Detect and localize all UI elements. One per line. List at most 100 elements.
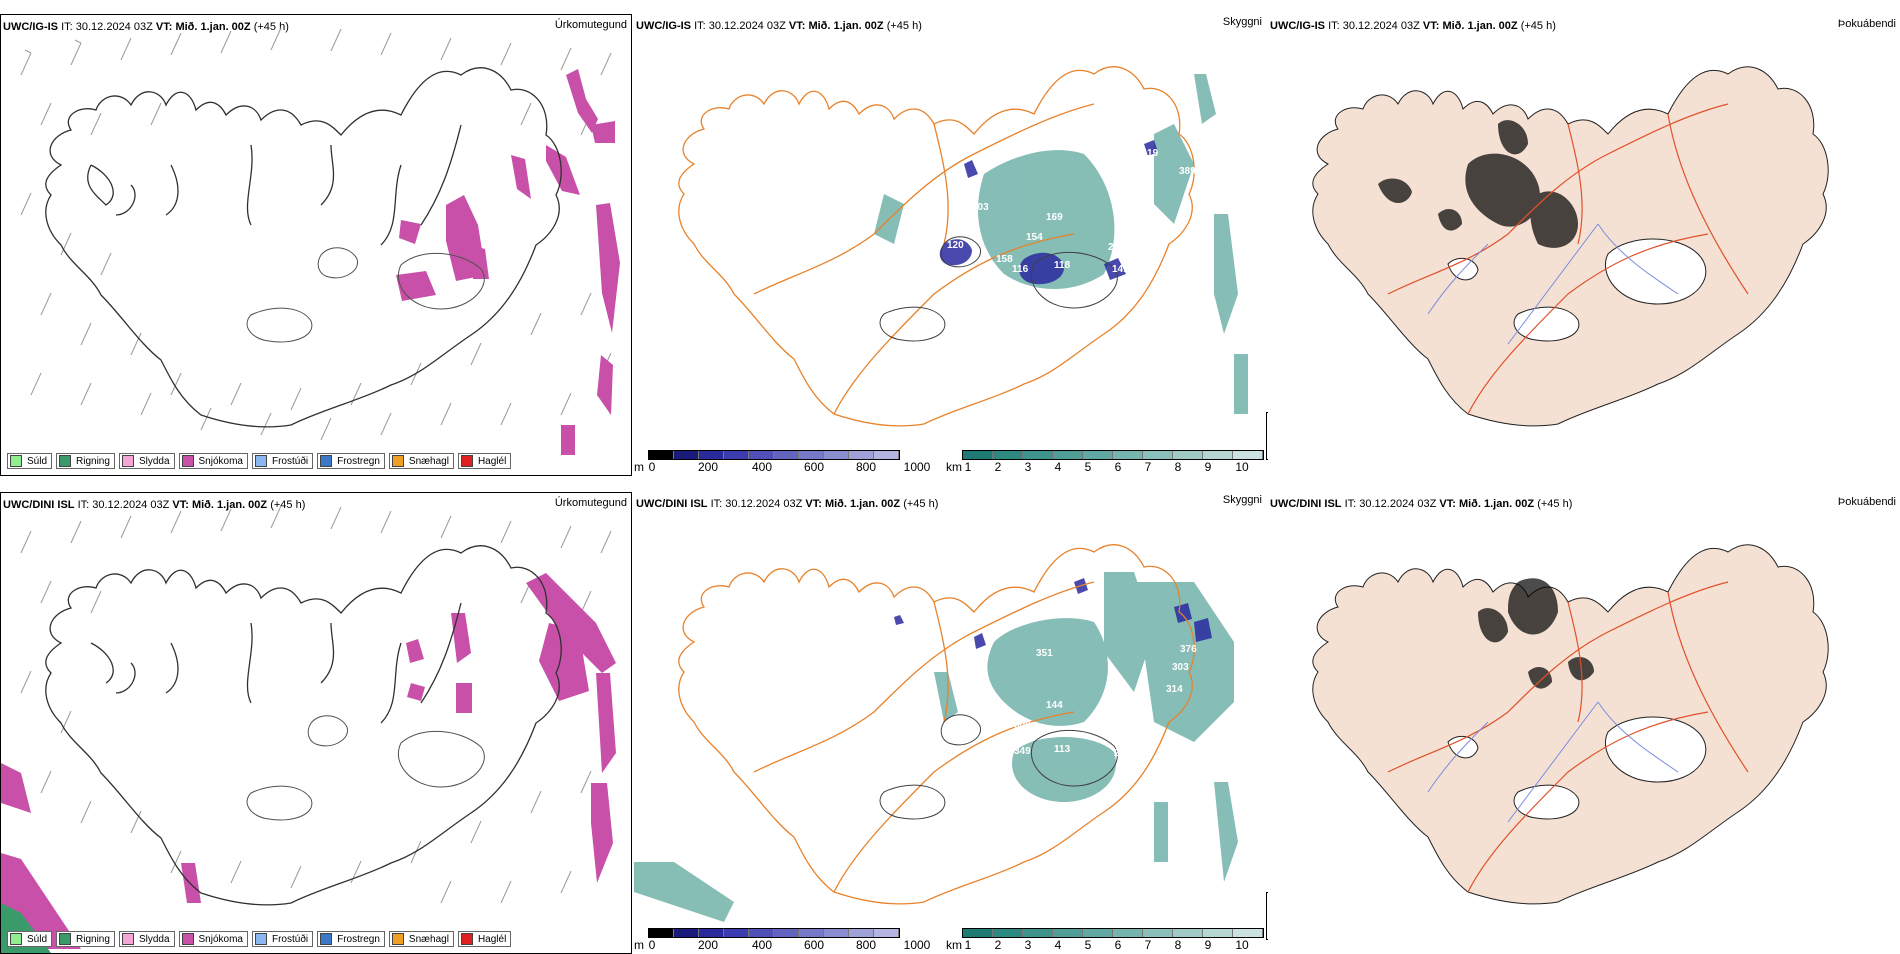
visibility-areas [634,572,1238,922]
legend-item-snow-pellets: Snæhagl [388,453,454,469]
legend-swatch [181,455,194,467]
iceland-outline [45,67,562,428]
roads [1387,581,1749,893]
legend-item-drizzle: Súld [7,453,53,469]
roads [678,66,1195,427]
roads [1387,103,1749,415]
precip-map [1,505,616,953]
colorbar-tick: 7 [1144,460,1152,474]
colorbar-tick: 5 [1084,938,1092,952]
legend-swatch [254,933,267,945]
legend-swatch [10,933,22,945]
peak-label: 575 [1084,126,1101,137]
precip-type-panel-row1: UWC/IG-IS IT: 30.12.2024 03Z VT: Mið. 1.… [0,14,632,476]
legend-swatch [10,455,22,467]
legend-item-sleet: Slydda [118,453,175,469]
colorbar-tick: 10 [1235,460,1249,474]
visibility-areas [874,74,1248,414]
ceiling-map: 351 144 309 281 349 113 211 232 314 303 … [634,544,1238,922]
precip-type-panel-row2: UWC/DINI ISL IT: 30.12.2024 03Z VT: Mið.… [0,492,632,954]
panel-label: Skyggni [1222,494,1262,506]
peak-label: 113 [1054,744,1071,755]
peak-label: 116 [1012,264,1029,275]
fog-panel-row2: UWC/DINI ISL IT: 30.12.2024 03Z VT: Mið.… [1268,492,1900,954]
peak-label: 120 [947,240,964,251]
colorbar-tick: 8 [1174,460,1182,474]
peak-label: 349 [1014,746,1031,757]
colorbar-tick: 6 [1114,938,1122,952]
colorbar-boxes [648,928,900,938]
legend-swatch [121,455,134,467]
ceiling-areas [894,578,1212,649]
legend-item-snow-pellets: Snæhagl [388,931,454,947]
ceiling-colorbar: m 0 200 400 600 800 1000 [634,450,944,476]
ceiling-areas [939,140,1158,285]
peak-label: 309 [1014,720,1031,731]
legend-swatch [320,455,333,467]
panel-title: UWC/DINI ISL IT: 30.12.2024 03Z VT: Mið.… [636,498,939,510]
colorbar-tick: 1000 [903,460,931,474]
legend-item-hail: Haglél [457,453,512,469]
colorbar-tick: 200 [697,460,719,474]
precip-legend: Súld Rigning Slydda Snjókoma Frostúði Fr… [7,931,512,947]
peak-label: 281 [950,728,967,739]
colorbar-tick: 3 [1024,460,1032,474]
ceiling-peak-labels: 351 144 309 281 349 113 211 232 314 303 … [950,644,1197,759]
peak-label: 154 [1026,232,1043,243]
colorbar-boxes [962,928,1264,938]
legend-swatch [391,455,404,467]
legend-item-freezing-rain: Frostregn [317,453,385,469]
rivers [1427,701,1679,823]
panel-title: UWC/DINI ISL IT: 30.12.2024 03Z VT: Mið.… [1270,498,1573,510]
colorbar-tick: 600 [803,938,825,952]
colorbar-tick: 800 [855,460,877,474]
peak-label: 303 [1172,662,1189,673]
roads [678,544,1195,905]
peak-label: 169 [1046,212,1063,223]
panel-label: Þokuábendi [1837,496,1896,508]
land-area [1312,66,1829,427]
peak-label: 118 [1054,260,1071,271]
legend-swatch [320,933,333,945]
panel-label: Úrkomutegund [554,19,627,31]
legend-swatch [391,933,404,945]
legend-item-rain: Rigning [56,931,115,947]
colorbar-unit: km [946,938,962,952]
precip-legend: Súld Rigning Slydda Snjókoma Frostúði Fr… [7,453,512,469]
colorbar-tick: 8 [1174,938,1182,952]
legend-item-rain: Rigning [56,453,115,469]
colorbar-tick: 4 [1054,460,1062,474]
panel-title: UWC/IG-IS IT: 30.12.2024 03Z VT: Mið. 1.… [1270,20,1556,32]
peak-label: 211 [1114,748,1131,759]
glaciers [246,715,485,821]
peak-label: 144 [1046,700,1063,711]
snowfall-areas [396,69,620,455]
colorbar-tick: 4 [1054,938,1062,952]
colorbar-unit: m [634,938,644,952]
peak-label: 255 [1108,242,1125,253]
colorbar-tick: 600 [803,460,825,474]
peak-label: 119 [1142,148,1159,159]
peak-label: 376 [1180,644,1197,655]
rivers [1427,223,1679,345]
legend-item-drizzle: Súld [7,931,53,947]
colorbar-tick: 5 [1084,460,1092,474]
legend-swatch [121,933,134,945]
fog-map [1312,66,1829,427]
colorbar-tick: 800 [855,938,877,952]
legend-swatch [254,455,267,467]
colorbar-tick: 3 [1024,938,1032,952]
fog-map [1312,544,1829,905]
peak-label: 351 [1036,648,1053,659]
colorbar-tick: 200 [697,938,719,952]
visibility-colorbar: km 1 2 3 4 5 6 7 8 9 10 [946,450,1266,476]
peak-label: 158 [996,254,1013,265]
colorbar-tick: 2 [994,938,1002,952]
colorbar-tick: 0 [648,460,656,474]
visibility-colorbar: km 1 2 3 4 5 6 7 8 9 10 [946,928,1266,954]
glaciers [879,236,1118,342]
legend-item-snow: Snjókoma [178,931,248,947]
land-area [1312,544,1829,905]
glaciers [879,714,1118,820]
peak-label: 431 [1086,144,1103,155]
